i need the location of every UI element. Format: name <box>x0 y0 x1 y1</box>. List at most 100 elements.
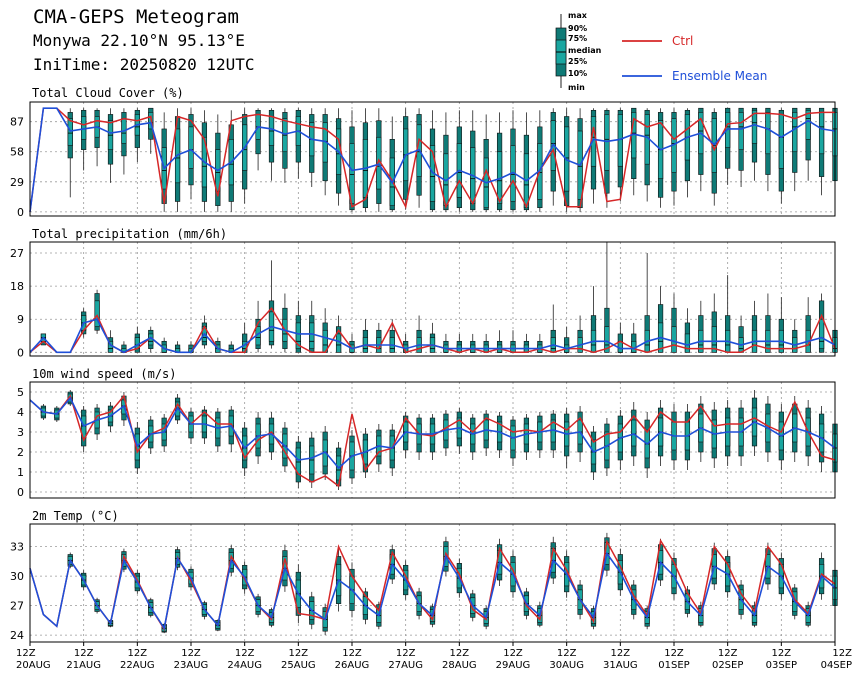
ensemble-mean-line <box>29 107 836 213</box>
box-inner <box>738 112 744 150</box>
x-tick-date-label: 02SEP <box>712 660 743 671</box>
box-inner <box>792 112 798 153</box>
box-inner <box>94 300 100 327</box>
panel-frame <box>29 241 836 357</box>
x-tick-hour-label: 12Z <box>557 648 577 659</box>
box-inner <box>67 118 73 146</box>
y-tick-label: 27 <box>10 247 24 260</box>
box-inner <box>631 419 637 447</box>
x-tick-hour-label: 12Z <box>16 648 36 659</box>
y-tick-label: 0 <box>17 486 24 499</box>
box-inner <box>684 333 691 353</box>
y-tick-label: 4 <box>17 406 24 419</box>
location-label: Monywa 22.10°N 95.13°E <box>33 31 245 50</box>
box-inner <box>711 326 717 353</box>
box-inner <box>751 109 758 144</box>
ensemble-mean-line <box>29 396 836 470</box>
ensemble-mean-line <box>29 318 836 354</box>
panel-title: 10m wind speed (m/s) <box>32 367 177 381</box>
y-tick-label: 24 <box>10 629 24 642</box>
x-tick-date-label: 30AUG <box>549 660 584 671</box>
x-tick-hour-label: 12Z <box>450 648 470 659</box>
x-tick-date-label: 31AUG <box>603 660 638 671</box>
legend-box-label: 75% <box>568 34 587 43</box>
box-inner <box>631 340 637 353</box>
x-tick-hour-label: 12Z <box>503 648 523 659</box>
box-inner <box>349 143 355 204</box>
y-tick-label: 1 <box>17 466 24 479</box>
box-inner <box>309 322 315 349</box>
legend-box-label: max <box>568 11 588 20</box>
y-tick-label: 29 <box>10 176 24 189</box>
meteogram-title: CMA-GEPS Meteogram <box>33 6 239 28</box>
panel-title: 2m Temp (°C) <box>32 509 119 523</box>
x-tick-date-label: 23AUG <box>174 660 209 671</box>
box-inner <box>335 333 342 353</box>
x-tick-date-label: 20AUG <box>16 660 51 671</box>
ctrl-line <box>29 107 835 212</box>
panel-title: Total precipitation (mm/6h) <box>32 227 227 241</box>
x-tick-date-label: 01SEP <box>658 660 689 671</box>
y-tick-label: 0 <box>17 206 24 219</box>
x-tick-hour-label: 12Z <box>128 648 148 659</box>
panel-frame <box>29 381 836 499</box>
box-inner <box>778 114 784 169</box>
x-tick-hour-label: 12Z <box>832 648 852 659</box>
box-inner <box>818 318 825 349</box>
y-tick-label: 0 <box>17 346 24 359</box>
box-inner <box>604 114 610 171</box>
y-tick-label: 2 <box>17 446 24 459</box>
box-inner <box>671 326 677 353</box>
x-tick-date-label: 24AUG <box>227 660 262 671</box>
x-tick-date-label: 29AUG <box>496 660 531 671</box>
mean-legend-label: Ensemble Mean <box>672 69 768 83</box>
y-tick-label: 58 <box>10 146 24 159</box>
panel-4: 2m Temp (°C) 24 27 30 33 <box>10 509 838 643</box>
y-tick-label: 87 <box>10 116 24 129</box>
time-axis: 12Z20AUG12Z21AUG12Z22AUG12Z23AUG12Z24AUG… <box>16 642 852 671</box>
y-tick-label: 18 <box>10 280 24 293</box>
x-tick-hour-label: 12Z <box>396 648 416 659</box>
x-tick-hour-label: 12Z <box>342 648 362 659</box>
x-tick-date-label: 03SEP <box>766 660 797 671</box>
x-tick-hour-label: 12Z <box>718 648 738 659</box>
legend-box-label: 10% <box>568 69 587 78</box>
x-tick-date-label: 26AUG <box>335 660 370 671</box>
ctrl-line <box>29 394 836 488</box>
y-tick-label: 5 <box>17 386 24 399</box>
init-time-label: IniTime: 20250820 12UTC <box>33 55 255 74</box>
panel-frame <box>29 101 836 217</box>
panel-3: 10m wind speed (m/s) 0 1 2 3 4 5 <box>17 367 838 499</box>
x-tick-hour-label: 12Z <box>74 648 94 659</box>
y-tick-label: 9 <box>17 313 24 326</box>
box-inner <box>765 112 771 155</box>
y-tick-label: 27 <box>10 600 24 613</box>
x-tick-date-label: 04SEP <box>821 660 852 671</box>
legend-box-label: min <box>568 83 585 92</box>
panel-frame <box>29 523 836 643</box>
panel-1: Total Cloud Cover (%) 0 29 58 87 <box>10 86 838 219</box>
y-tick-label: 30 <box>10 570 24 583</box>
x-tick-date-label: 28AUG <box>442 660 477 671</box>
box-inner <box>295 322 301 349</box>
box-inner <box>805 109 811 140</box>
ctrl-legend-label: Ctrl <box>672 34 694 48</box>
y-tick-label: 33 <box>10 541 24 554</box>
box-inner <box>604 326 610 353</box>
x-tick-hour-label: 12Z <box>181 648 201 659</box>
x-tick-hour-label: 12Z <box>611 648 631 659</box>
legend-box-label: median <box>568 46 602 55</box>
box-legend: max 90%75% median 25% 10% min <box>555 11 602 92</box>
panel-2: Total precipitation (mm/6h) 0 9 18 27 <box>10 227 838 359</box>
x-tick-hour-label: 12Z <box>664 648 684 659</box>
x-tick-hour-label: 12Z <box>772 648 792 659</box>
y-tick-label: 3 <box>17 426 24 439</box>
x-tick-date-label: 21AUG <box>66 660 101 671</box>
x-tick-date-label: 22AUG <box>120 660 155 671</box>
box-inner <box>188 126 194 169</box>
x-tick-date-label: 25AUG <box>281 660 316 671</box>
x-tick-hour-label: 12Z <box>289 648 309 659</box>
x-tick-hour-label: 12Z <box>235 648 255 659</box>
panel-title: Total Cloud Cover (%) <box>32 86 184 100</box>
